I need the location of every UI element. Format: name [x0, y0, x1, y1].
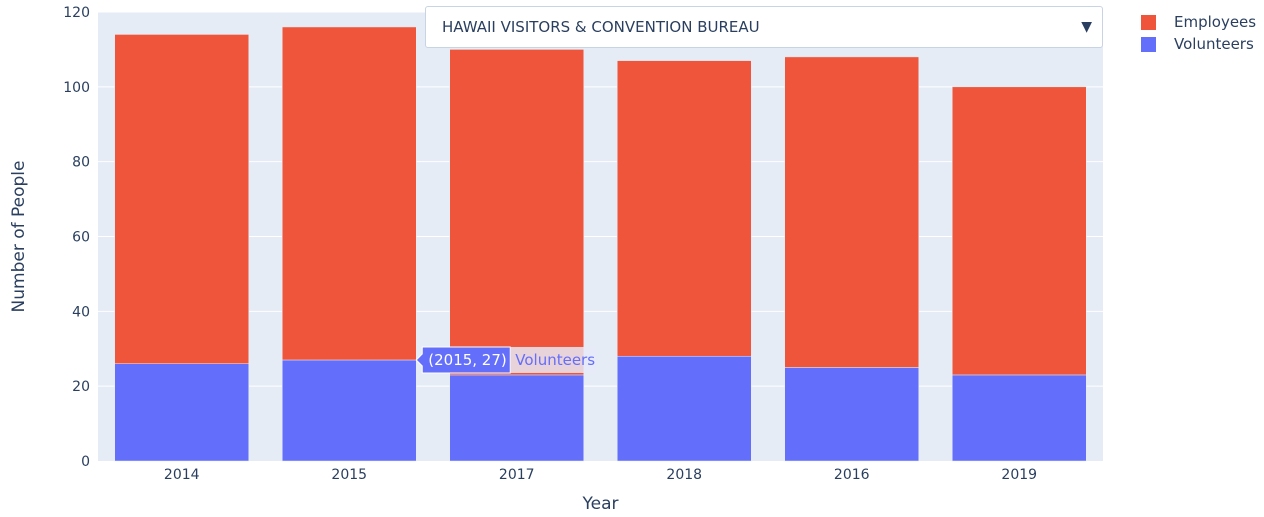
x-tick-label: 2017: [499, 467, 535, 483]
organization-dropdown[interactable]: HAWAII VISITORS & CONVENTION BUREAU ▼: [425, 6, 1103, 48]
y-tick-labels: 0 20 40 60 80 100 120: [63, 5, 90, 470]
legend-swatch-employees[interactable]: [1141, 15, 1156, 30]
tooltip-series-box: [510, 346, 597, 373]
y-tick-label: 60: [72, 230, 90, 246]
x-tick-label: 2018: [666, 467, 702, 483]
bar-employees-2018[interactable]: [617, 60, 752, 357]
tooltip-series-name: Volunteers: [515, 351, 595, 369]
dropdown-selected-value: HAWAII VISITORS & CONVENTION BUREAU: [442, 18, 760, 36]
hover-tooltip: (2015, 27) Volunteers: [415, 346, 597, 374]
triangle-down-icon: ▼: [1081, 19, 1092, 35]
y-tick-label: 40: [72, 304, 90, 320]
x-tick-label: 2016: [834, 467, 870, 483]
x-tick-label: 2015: [331, 467, 367, 483]
bar-volunteers-2018[interactable]: [617, 355, 752, 462]
legend-label-employees[interactable]: Employees: [1174, 13, 1256, 31]
x-axis-title: Year: [582, 494, 619, 514]
legend[interactable]: Employees Volunteers: [1141, 13, 1256, 53]
bar-employees-2015[interactable]: [282, 26, 417, 361]
y-tick-label: 0: [81, 454, 90, 470]
bar-volunteers-2014[interactable]: [114, 363, 249, 462]
bar-employees-2019[interactable]: [952, 86, 1087, 376]
y-tick-label: 80: [72, 155, 90, 171]
bar-volunteers-2016[interactable]: [784, 367, 919, 462]
bars: [114, 26, 1087, 462]
x-tick-label: 2014: [164, 467, 200, 483]
y-axis-title: Number of People: [9, 161, 29, 313]
bar-employees-2017[interactable]: [449, 49, 584, 376]
legend-label-volunteers[interactable]: Volunteers: [1174, 35, 1254, 53]
bar-volunteers-2015[interactable]: [282, 359, 417, 462]
bar-employees-2016[interactable]: [784, 56, 919, 368]
y-tick-label: 100: [63, 80, 90, 96]
bar-volunteers-2017[interactable]: [449, 374, 584, 462]
tooltip-value: (2015, 27): [428, 351, 507, 369]
y-tick-label: 20: [72, 379, 90, 395]
x-tick-label: 2019: [1001, 467, 1037, 483]
bar-employees-2014[interactable]: [114, 34, 249, 364]
x-tick-labels: 2014 2015 2017 2018 2016 2019: [164, 467, 1037, 483]
y-tick-label: 120: [63, 5, 90, 21]
legend-swatch-volunteers[interactable]: [1141, 37, 1156, 52]
bar-volunteers-2019[interactable]: [952, 374, 1087, 462]
